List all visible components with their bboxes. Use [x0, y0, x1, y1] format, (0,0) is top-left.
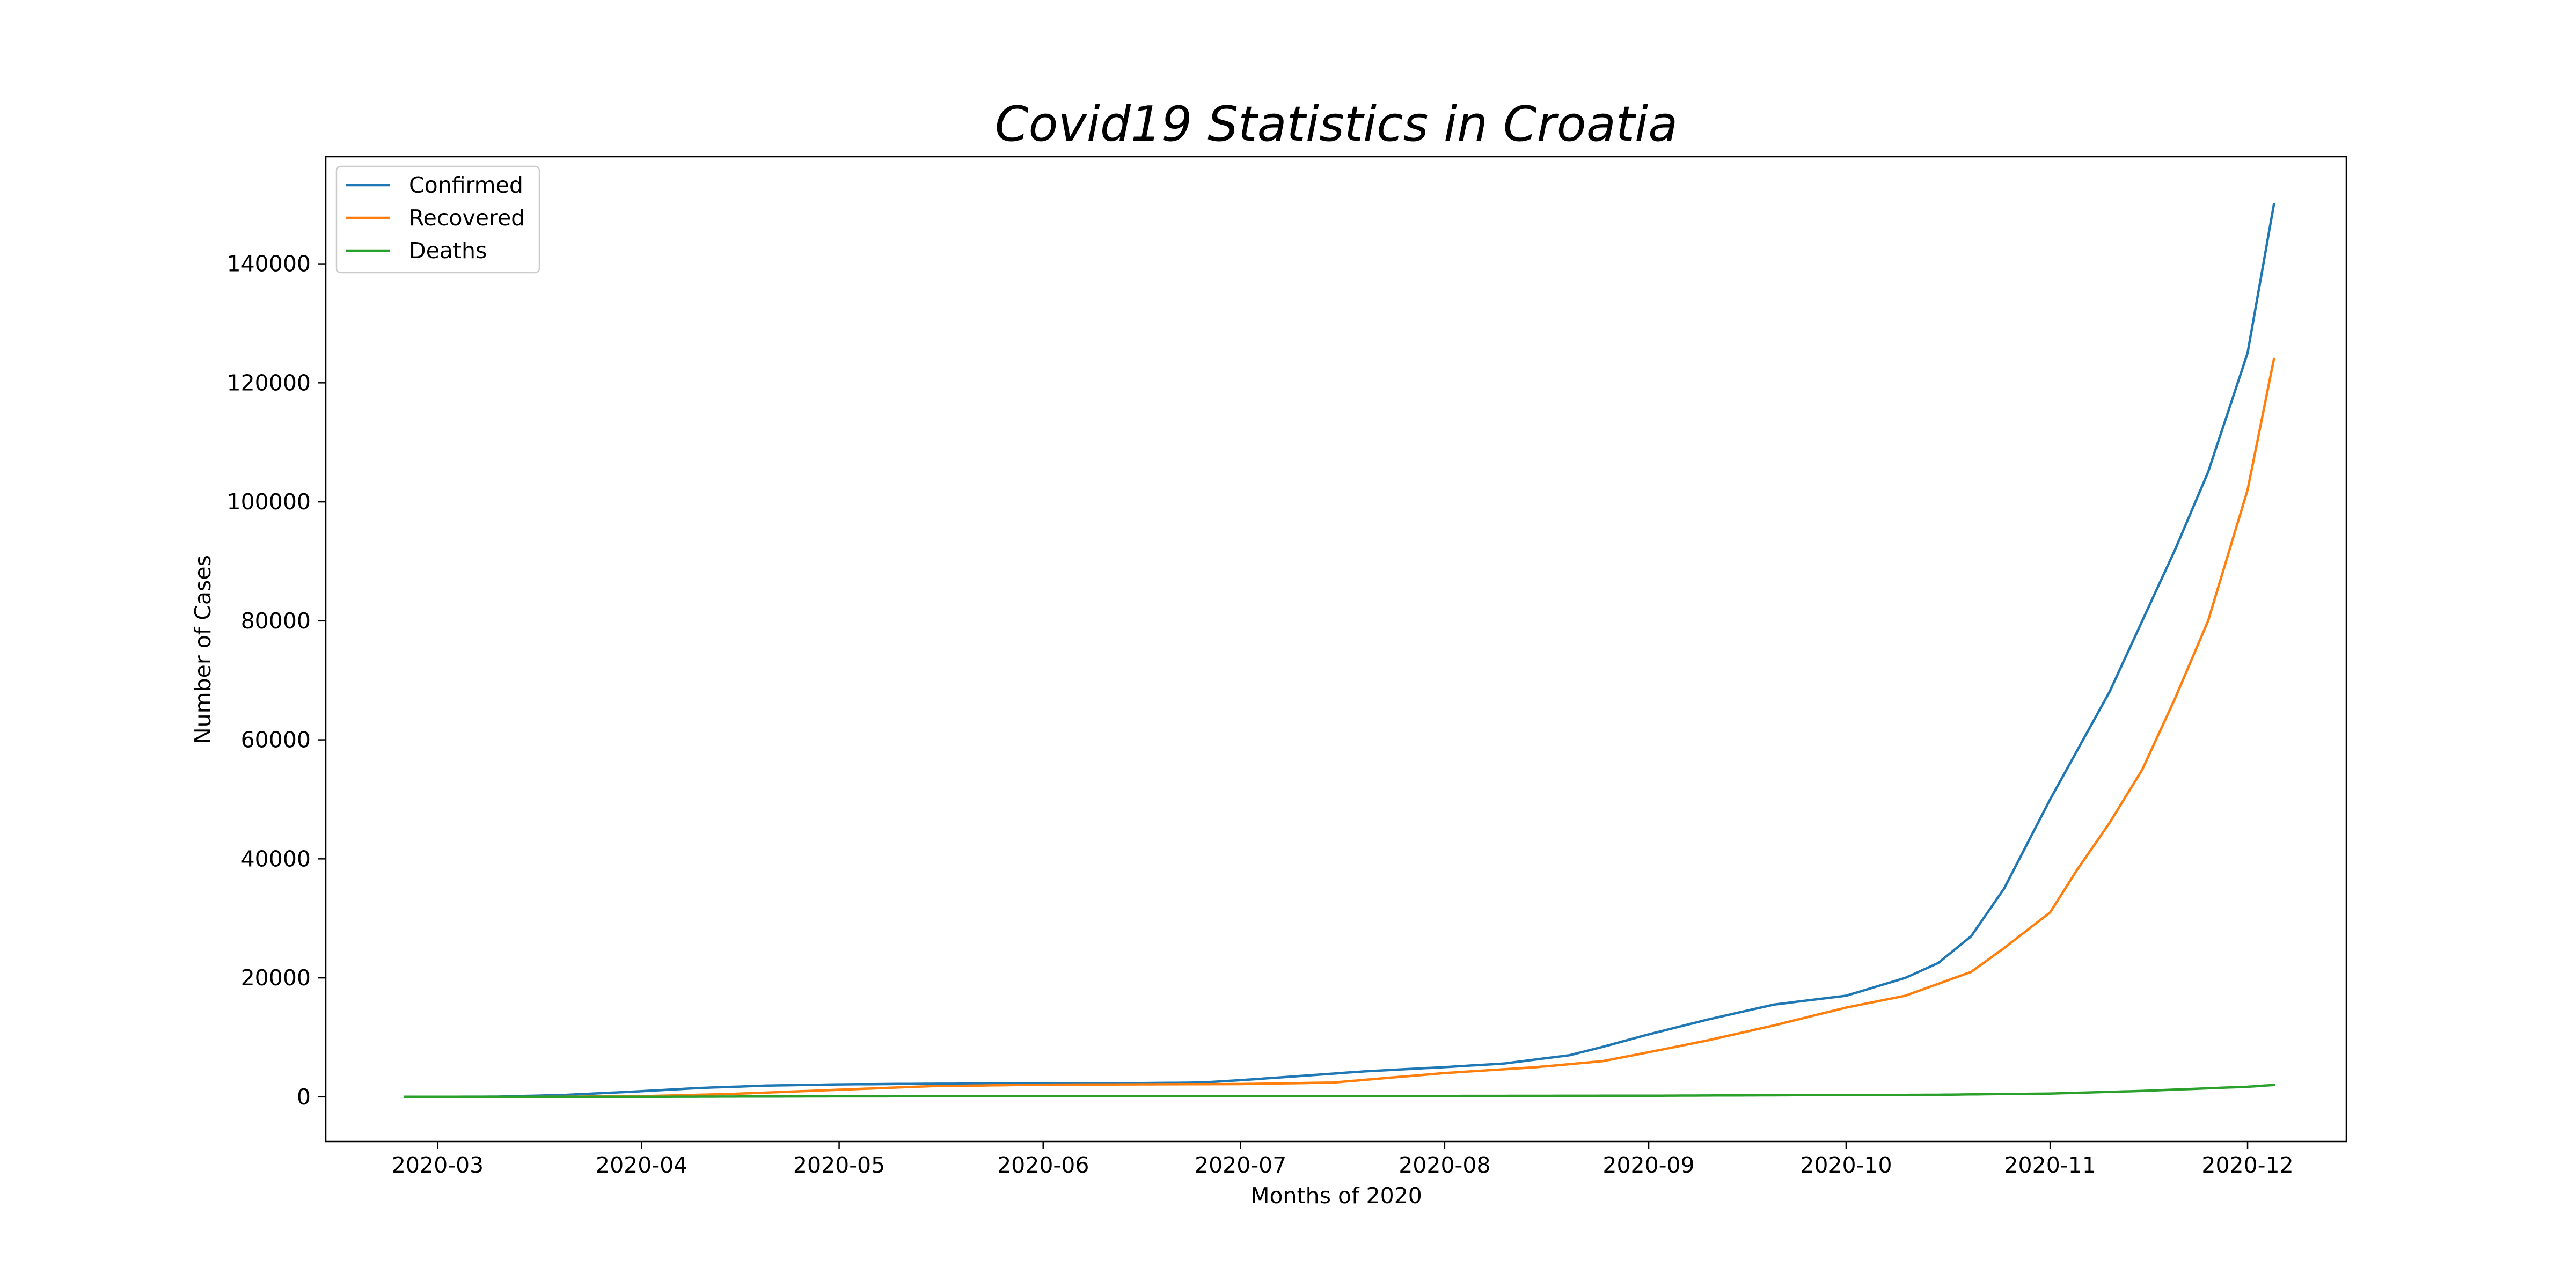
x-tick-label: 2020-04	[596, 1152, 687, 1178]
x-tick-label: 2020-06	[997, 1152, 1089, 1178]
series-line-recovered	[403, 357, 2275, 1099]
series-line-confirmed	[403, 203, 2275, 1099]
legend-label-confirmed: Confirmed	[409, 172, 523, 198]
y-tick-label: 120000	[226, 370, 311, 396]
y-tick-label: 40000	[241, 846, 311, 872]
series-layer	[403, 203, 2275, 1099]
x-tick-label: 2020-05	[793, 1152, 885, 1178]
y-tick-label: 80000	[241, 608, 311, 634]
x-tick-label: 2020-11	[2004, 1152, 2096, 1178]
y-tick-label: 20000	[241, 965, 311, 991]
x-tick-label: 2020-03	[392, 1152, 484, 1178]
series-line-deaths	[403, 1084, 2275, 1099]
legend-box	[335, 165, 540, 274]
y-tick-label: 140000	[226, 251, 311, 277]
plot-frame	[325, 156, 2347, 1143]
x-tick-label: 2020-10	[1800, 1152, 1892, 1178]
y-axis-label: Number of Cases	[190, 555, 216, 744]
x-axis-label: Months of 2020	[1250, 1183, 1422, 1209]
chart-title: Covid19 Statistics in Croatia	[995, 96, 1678, 152]
legend: Confirmed Recovered Deaths	[335, 165, 540, 274]
y-tick-label: 100000	[226, 489, 311, 515]
x-tick-label: 2020-09	[1602, 1152, 1694, 1178]
y-axis-ticks: 0 20000 40000 60000 80000 100000 120000 140000	[226, 251, 326, 1110]
legend-label-recovered: Recovered	[409, 205, 525, 231]
x-tick-label: 2020-07	[1195, 1152, 1286, 1178]
y-tick-label: 60000	[241, 727, 311, 753]
x-tick-label: 2020-08	[1399, 1152, 1490, 1178]
y-tick-label: 0	[297, 1084, 311, 1110]
legend-label-deaths: Deaths	[409, 238, 487, 264]
x-axis-ticks: 2020-03 2020-04 2020-05 2020-06 2020-07 2020-…	[392, 1141, 2294, 1178]
x-tick-label: 2020-12	[2201, 1152, 2293, 1178]
